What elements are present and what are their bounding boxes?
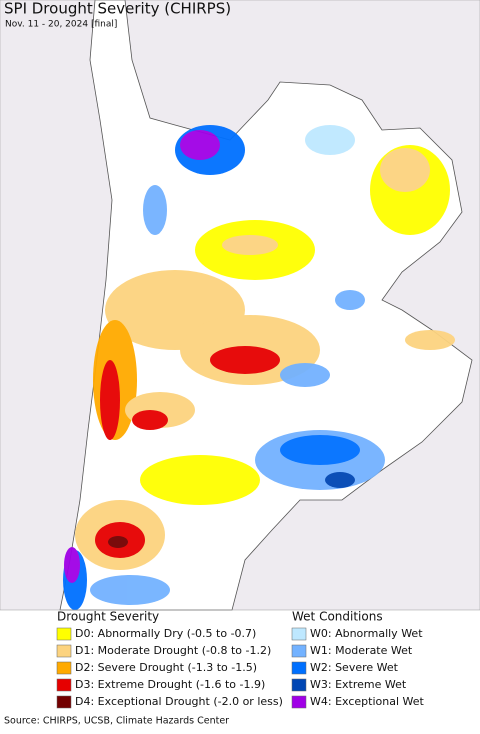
- map: [0, 0, 480, 611]
- legend-swatch: [291, 695, 307, 709]
- legend-swatch: [291, 661, 307, 675]
- legend-title: Drought Severity: [57, 610, 159, 624]
- legend-label: W4: Exceptional Wet: [310, 695, 425, 708]
- legend-swatch: [56, 627, 72, 641]
- legend-label: D3: Extreme Drought (-1.6 to -1.9): [75, 678, 265, 691]
- legend-swatch: [56, 661, 72, 675]
- legend-swatch: [291, 627, 307, 641]
- legend-label: W1: Moderate Wet: [310, 644, 413, 657]
- legend-label: D1: Moderate Drought (-0.8 to -1.2): [75, 644, 271, 657]
- legend-title: Wet Conditions: [292, 610, 383, 624]
- legend-label: D0: Abnormally Dry (-0.5 to -0.7): [75, 627, 256, 640]
- legend-swatch: [291, 644, 307, 658]
- legend-label: D4: Exceptional Drought (-2.0 or less): [75, 695, 283, 708]
- drought-patches: [75, 145, 455, 570]
- title: SPI Drought Severity (CHIRPS): [4, 0, 231, 18]
- wet-patches: [63, 125, 385, 610]
- legend-swatch: [291, 678, 307, 692]
- legend-label: W3: Extreme Wet: [310, 678, 407, 691]
- legend-swatch: [56, 695, 72, 709]
- map-frame: [0, 0, 480, 611]
- legend-label: D2: Severe Drought (-1.3 to -1.5): [75, 661, 257, 674]
- legend-label: W0: Abnormally Wet: [310, 627, 423, 640]
- subtitle: Nov. 11 - 20, 2024 [final]: [5, 20, 117, 30]
- legend-label: W2: Severe Wet: [310, 661, 399, 674]
- legend-swatch: [56, 644, 72, 658]
- legend-swatch: [56, 678, 72, 692]
- source: Source: CHIRPS, UCSB, Climate Hazards Ce…: [4, 716, 229, 727]
